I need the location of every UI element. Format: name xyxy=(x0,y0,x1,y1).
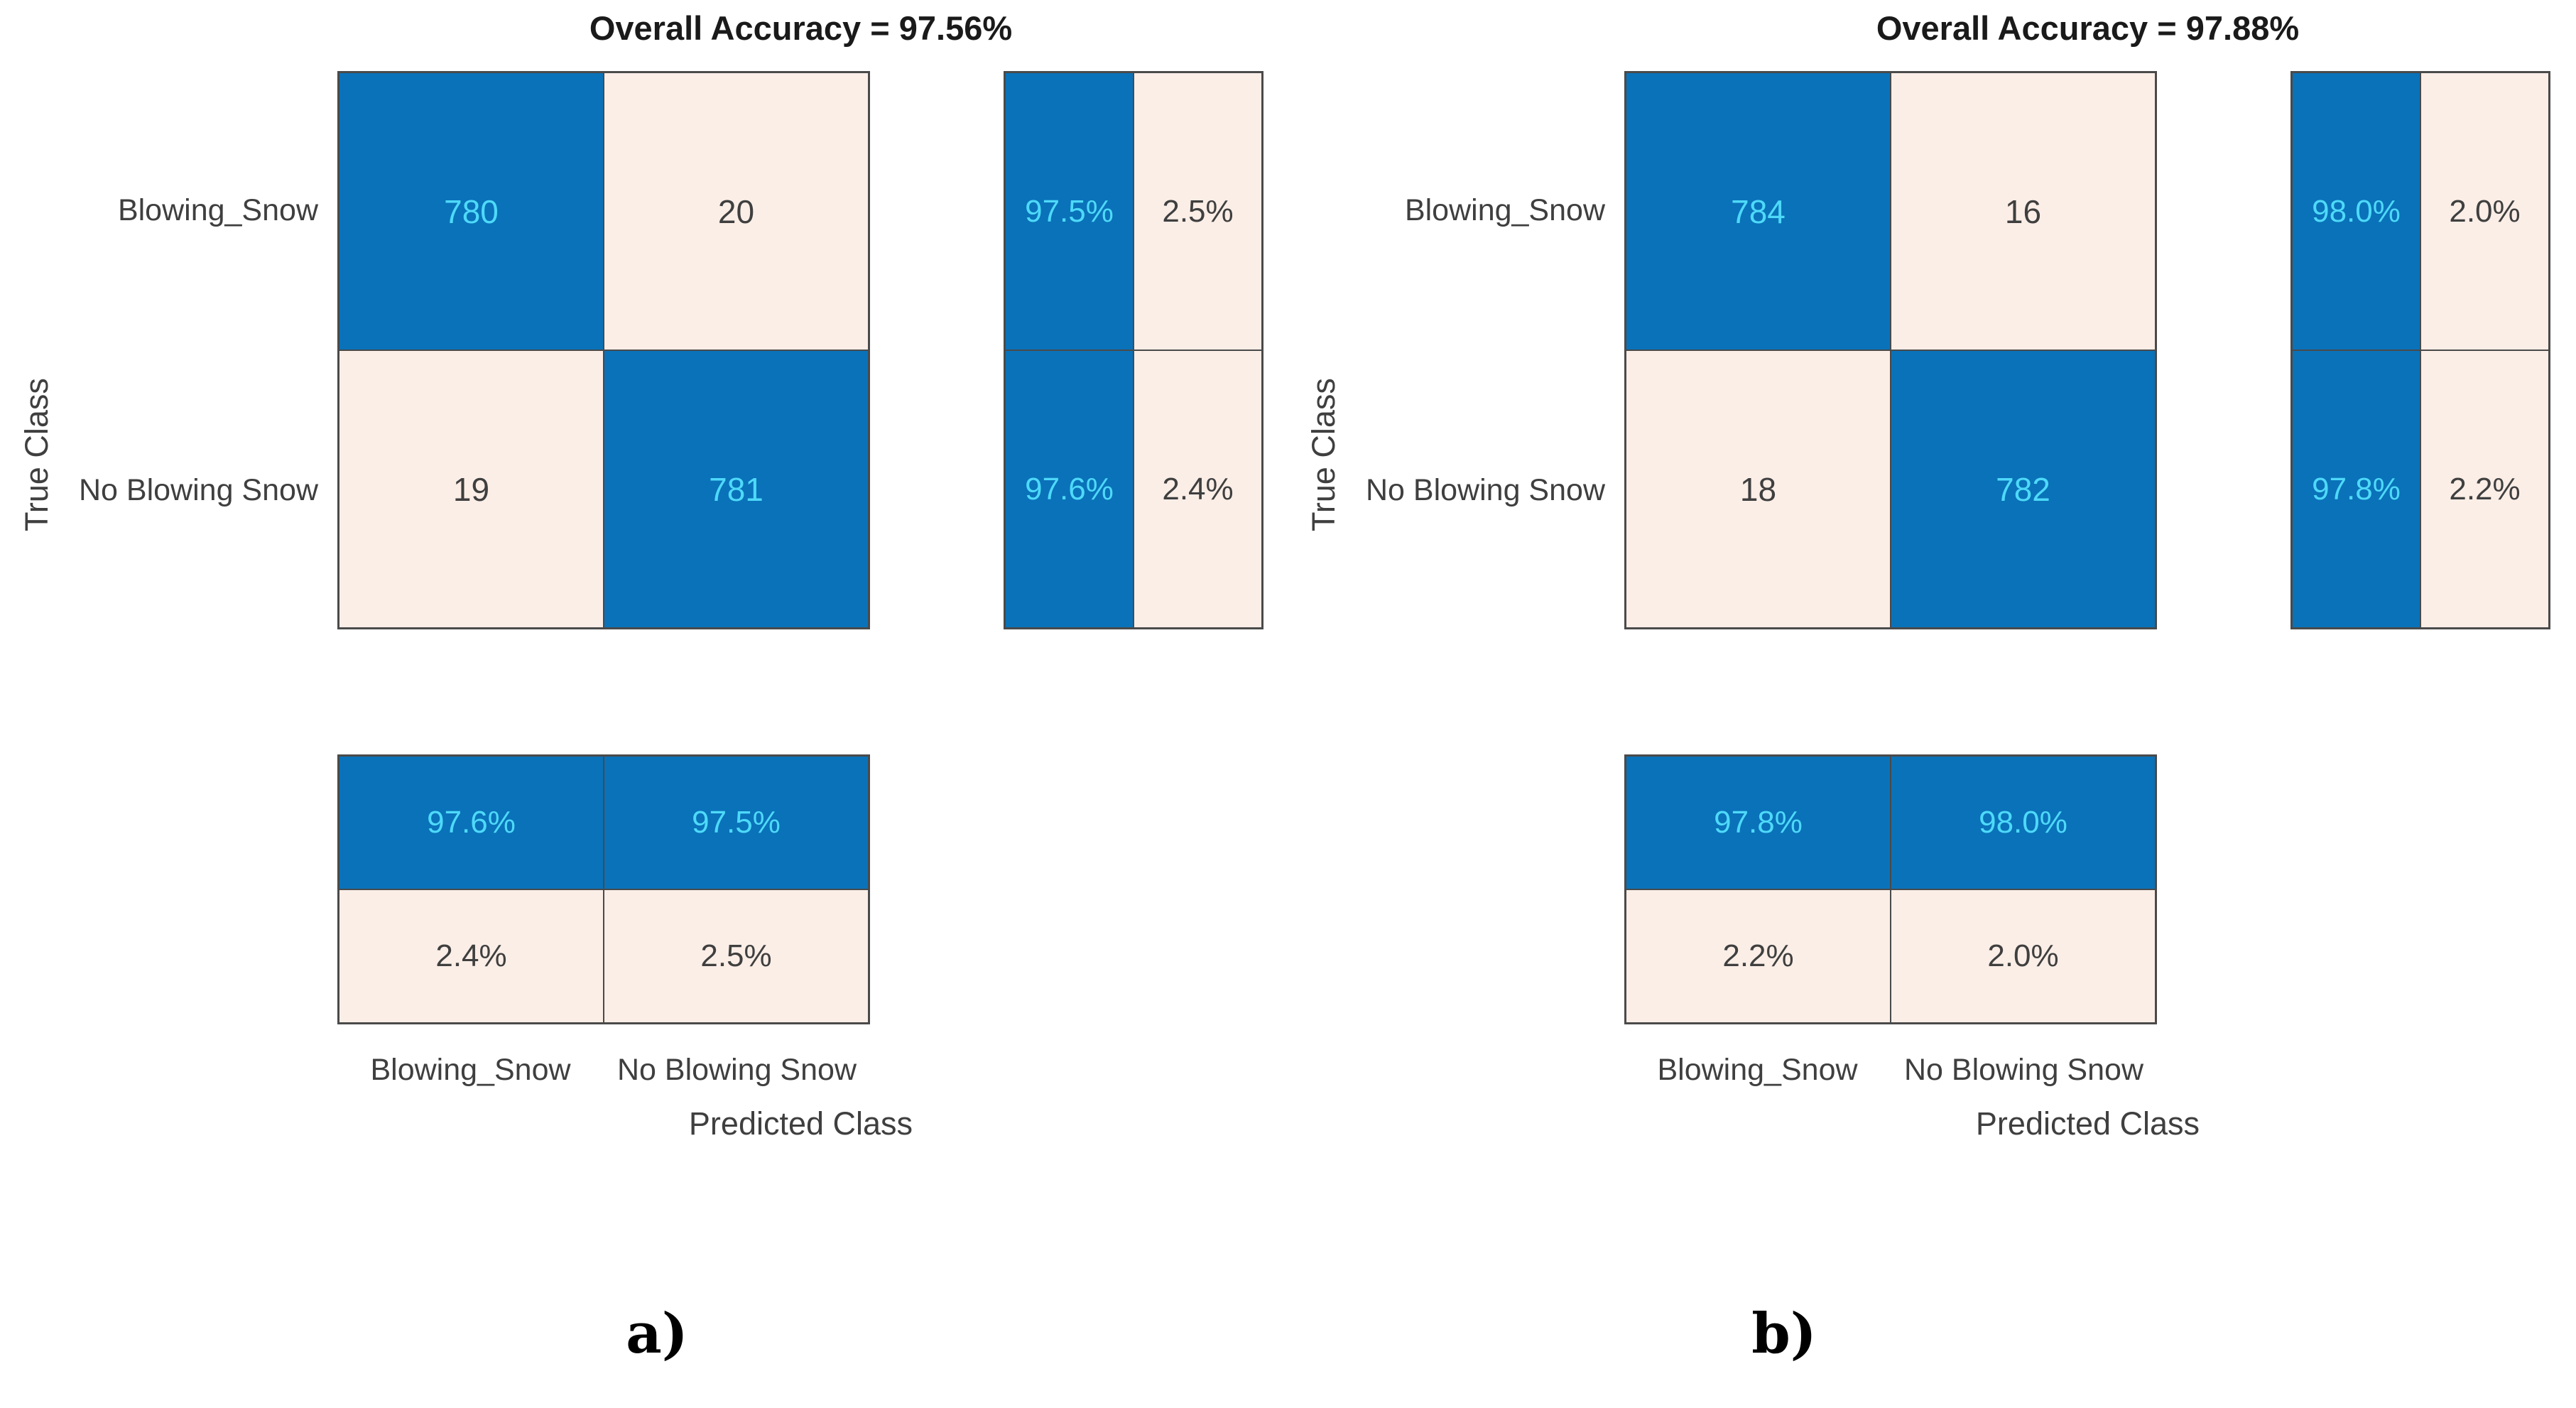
row-summary-cell: 2.0% xyxy=(2420,72,2549,350)
column-summary-cell: 2.5% xyxy=(604,889,869,1023)
column-summary-cell: 2.2% xyxy=(1626,889,1891,1023)
confusion-chart-a: Overall Accuracy = 97.56% True Class Blo… xyxy=(0,0,1289,1265)
row-summary-cell: 2.5% xyxy=(1134,72,1262,350)
chart-b-ytick-blowing-snow: Blowing_Snow xyxy=(1404,193,1605,227)
chart-a-xtick-blowing-snow: Blowing_Snow xyxy=(370,1053,571,1087)
matrix-cell: 782 xyxy=(1891,350,2156,628)
matrix-cell: 20 xyxy=(604,72,869,350)
chart-a-title: Overall Accuracy = 97.56% xyxy=(589,9,1013,47)
row-summary-cell: 97.8% xyxy=(2292,350,2420,628)
chart-b-xtick-blowing-snow: Blowing_Snow xyxy=(1657,1053,1858,1087)
matrix-cell: 784 xyxy=(1626,72,1891,350)
chart-a-column-summary: 97.6% 97.5% 2.4% 2.5% xyxy=(337,754,870,1024)
chart-b-xtick-no-blowing-snow: No Blowing Snow xyxy=(1903,1053,2143,1087)
chart-a-xtick-no-blowing-snow: No Blowing Snow xyxy=(616,1053,857,1087)
chart-a-x-ticks: Blowing_Snow No Blowing Snow xyxy=(337,1053,870,1088)
chart-b-column-summary: 97.8% 98.0% 2.2% 2.0% xyxy=(1624,754,2157,1024)
chart-b-y-axis-label: True Class xyxy=(1305,378,1342,531)
chart-b-x-ticks: Blowing_Snow No Blowing Snow xyxy=(1624,1053,2157,1088)
matrix-cell: 18 xyxy=(1626,350,1891,628)
matrix-cell: 781 xyxy=(604,350,869,628)
row-summary-cell: 97.5% xyxy=(1005,72,1134,350)
chart-b-row-summary: 98.0% 2.0% 97.8% 2.2% xyxy=(2290,71,2550,629)
row-summary-cell: 98.0% xyxy=(2292,72,2420,350)
subfigure-caption-a: a) xyxy=(626,1301,688,1366)
chart-b-x-axis-label: Predicted Class xyxy=(1975,1105,2200,1142)
chart-b-ytick-no-blowing-snow: No Blowing Snow xyxy=(1365,473,1605,507)
column-summary-cell: 97.6% xyxy=(339,756,604,889)
column-summary-cell: 2.4% xyxy=(339,889,604,1023)
chart-a-ytick-blowing-snow: Blowing_Snow xyxy=(117,193,318,227)
chart-a-row-summary: 97.5% 2.5% 97.6% 2.4% xyxy=(1004,71,1263,629)
column-summary-cell: 2.0% xyxy=(1891,889,2156,1023)
column-summary-cell: 97.8% xyxy=(1626,756,1891,889)
row-summary-cell: 97.6% xyxy=(1005,350,1134,628)
row-summary-cell: 2.2% xyxy=(2420,350,2549,628)
row-summary-cell: 2.4% xyxy=(1134,350,1262,628)
chart-b-title: Overall Accuracy = 97.88% xyxy=(1876,9,2300,47)
confusion-chart-b: Overall Accuracy = 97.88% True Class Blo… xyxy=(1287,0,2576,1265)
matrix-cell: 16 xyxy=(1891,72,2156,350)
chart-a-ytick-no-blowing-snow: No Blowing Snow xyxy=(78,473,318,507)
chart-b-matrix: 784 16 18 782 xyxy=(1624,71,2157,629)
chart-a-x-axis-label: Predicted Class xyxy=(688,1105,913,1142)
column-summary-cell: 98.0% xyxy=(1891,756,2156,889)
subfigure-caption-b: b) xyxy=(1751,1301,1817,1366)
matrix-cell: 19 xyxy=(339,350,604,628)
chart-a-matrix: 780 20 19 781 xyxy=(337,71,870,629)
column-summary-cell: 97.5% xyxy=(604,756,869,889)
matrix-cell: 780 xyxy=(339,72,604,350)
chart-a-y-axis-label: True Class xyxy=(18,378,55,531)
